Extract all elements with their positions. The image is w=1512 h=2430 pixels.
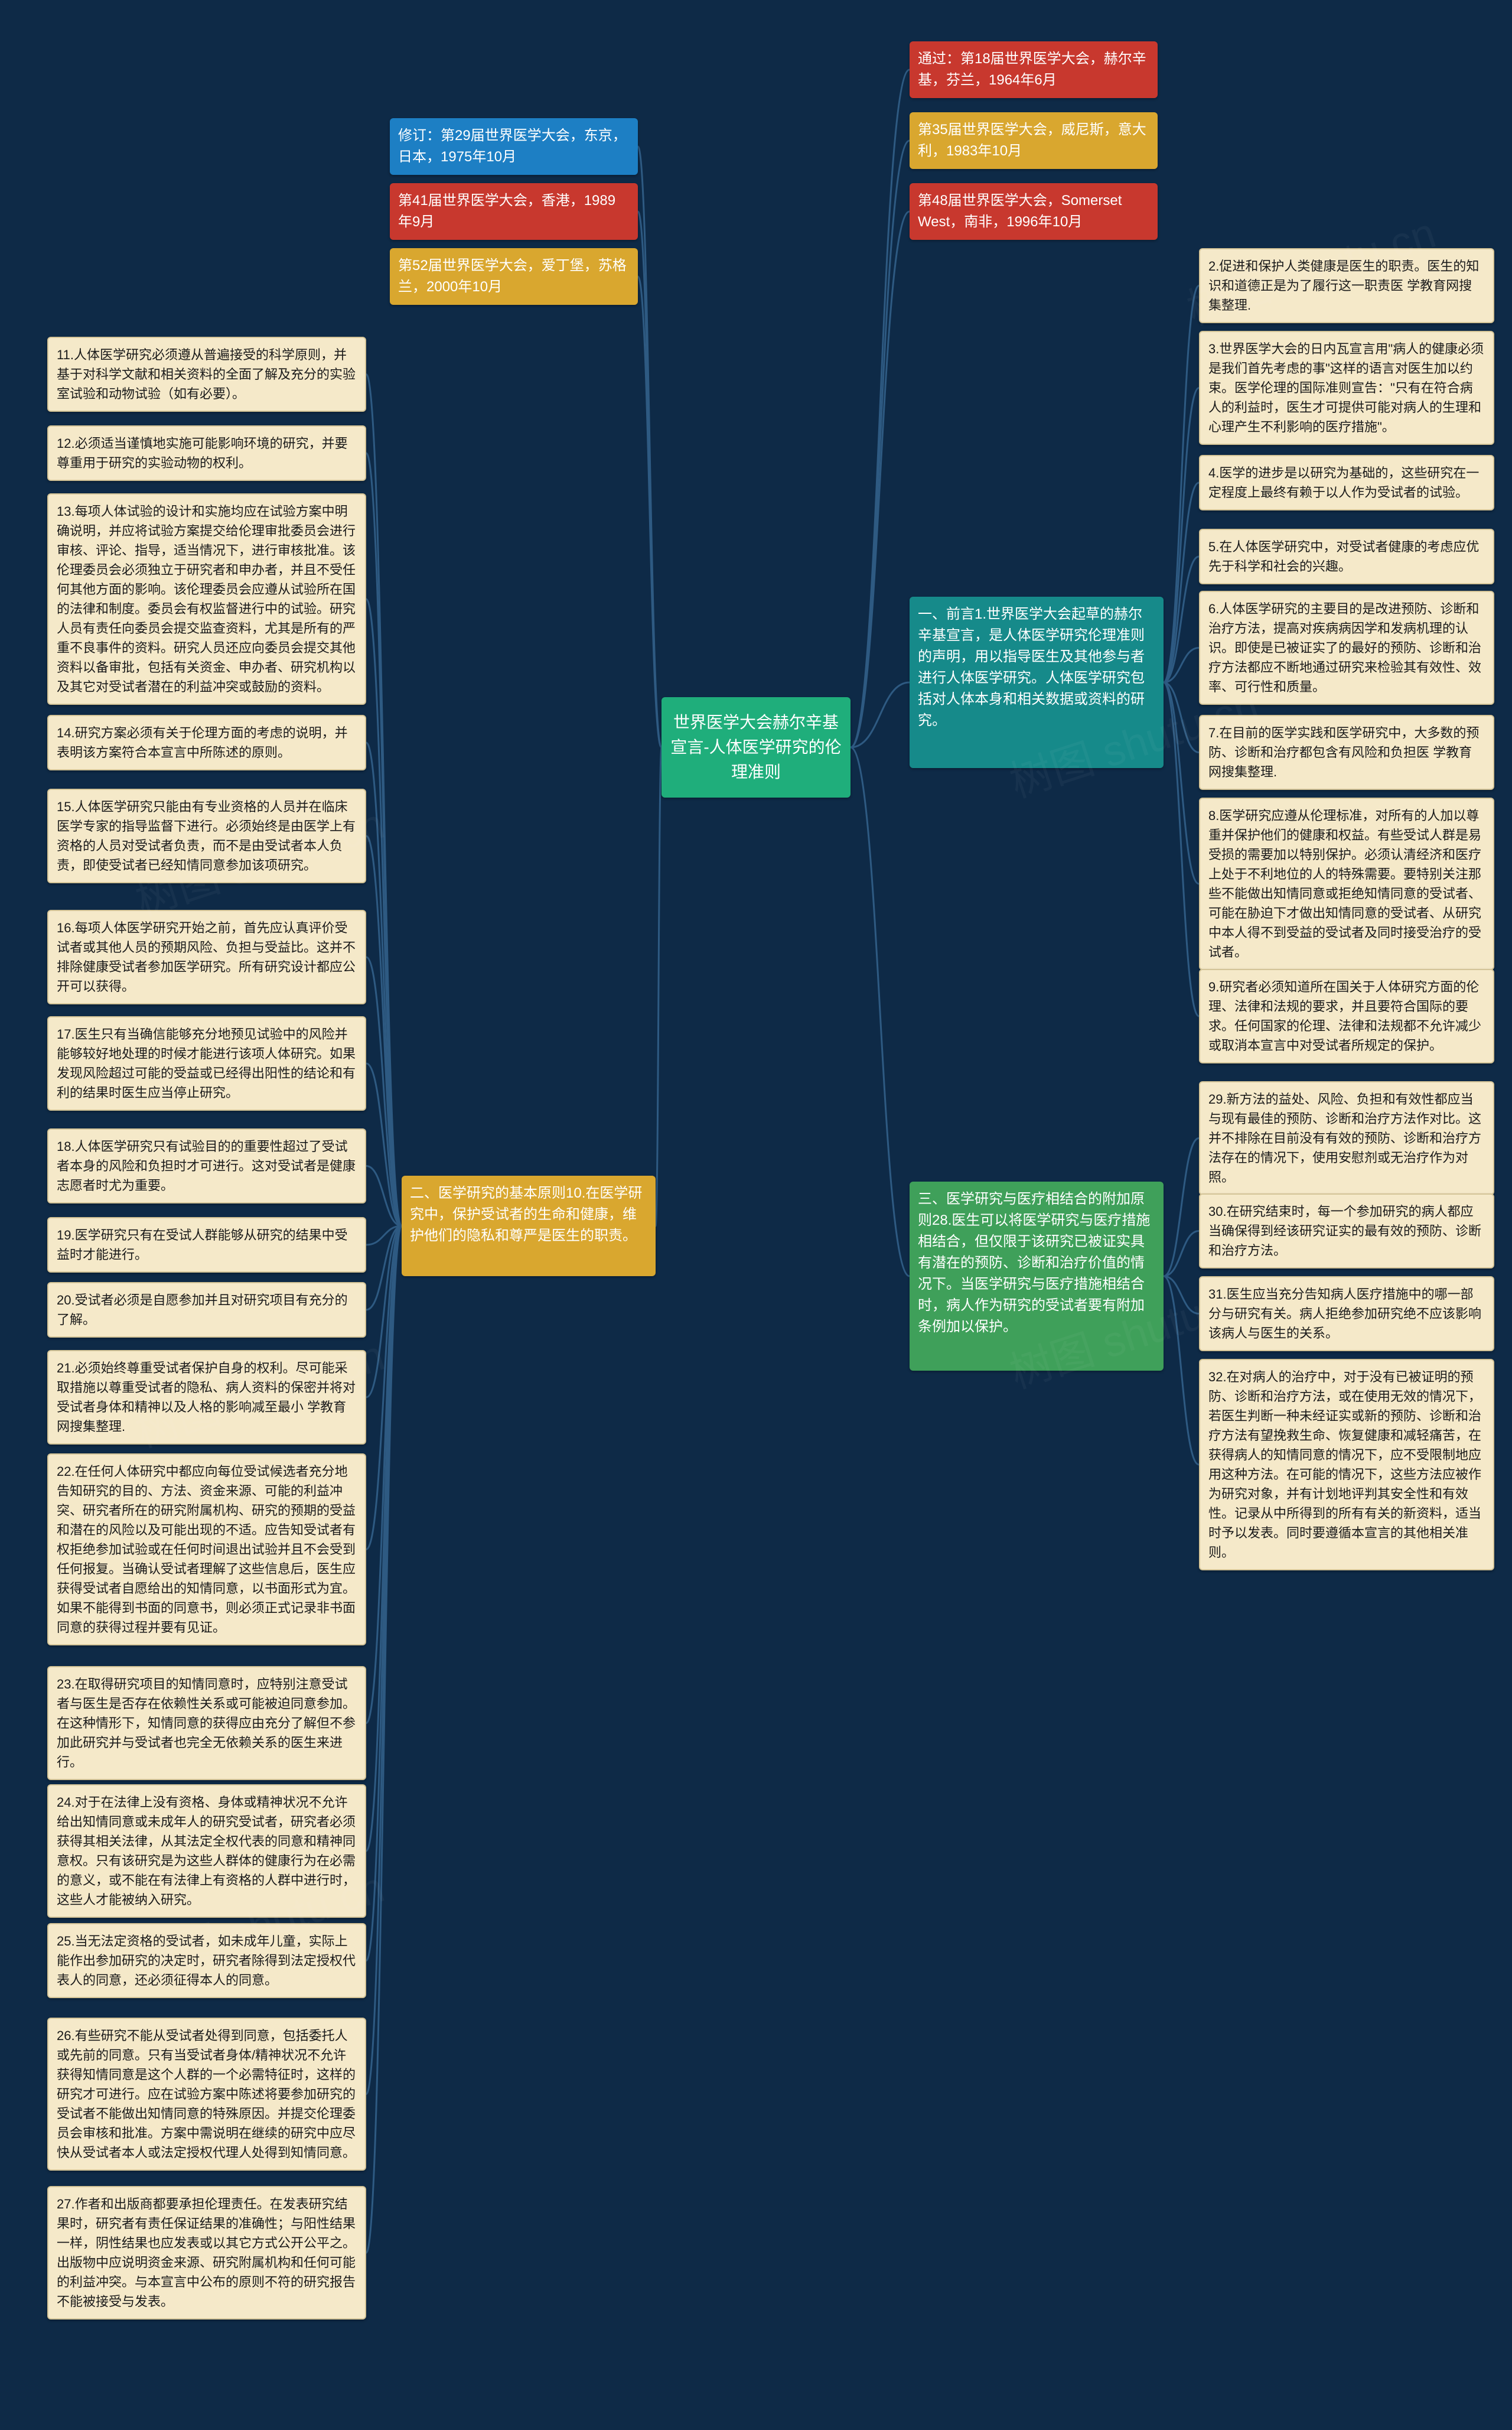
preface-leaf: 9.研究者必须知道所在国关于人体研究方面的伦理、法律和法规的要求，并且要符合国际… — [1199, 969, 1494, 1063]
section-basic-principles: 二、医学研究的基本原则10.在医学研究中，保护受试者的生命和健康，维护他们的隐私… — [402, 1176, 656, 1276]
principles-leaf: 23.在取得研究项目的知情同意时，应特别注意受试者与医生是否存在依赖性关系或可能… — [47, 1666, 366, 1780]
principles-leaf: 13.每项人体试验的设计和实施均应在试验方案中明确说明，并应将试验方案提交给伦理… — [47, 493, 366, 705]
section-combined: 三、医学研究与医疗相结合的附加原则28.医生可以将医学研究与医疗措施相结合，但仅… — [910, 1182, 1164, 1371]
principles-leaf: 20.受试者必须是自愿参加并且对研究项目有充分的了解。 — [47, 1282, 366, 1338]
principles-leaf: 27.作者和出版商都要承担伦理责任。在发表研究结果时，研究者有责任保证结果的准确… — [47, 2186, 366, 2320]
principles-leaf: 21.必须始终尊重受试者保护自身的权利。尽可能采取措施以尊重受试者的隐私、病人资… — [47, 1350, 366, 1445]
principles-leaf: 17.医生只有当确信能够充分地预见试验中的风险并能够较好地处理的时候才能进行该项… — [47, 1016, 366, 1111]
principles-leaf: 16.每项人体医学研究开始之前，首先应认真评价受试者或其他人员的预期风险、负担与… — [47, 910, 366, 1004]
combined-leaf: 32.在对病人的治疗中，对于没有已被证明的预防、诊断和治疗方法，或在使用无效的情… — [1199, 1359, 1494, 1570]
preface-leaf: 8.医学研究应遵从伦理标准，对所有的人加以尊重并保护他们的健康和权益。有些受试人… — [1199, 798, 1494, 970]
revision-header: 修订：第29届世界医学大会，东京，日本，1975年10月 — [390, 118, 638, 175]
revision-header: 第41届世界医学大会，香港，1989年9月 — [390, 183, 638, 240]
principles-leaf: 22.在任何人体研究中都应向每位受试候选者充分地告知研究的目的、方法、资金来源、… — [47, 1453, 366, 1645]
revision-header: 第35届世界医学大会，威尼斯，意大利，1983年10月 — [910, 112, 1158, 169]
revision-header: 第52届世界医学大会，爱丁堡，苏格兰，2000年10月 — [390, 248, 638, 305]
principles-leaf: 11.人体医学研究必须遵从普遍接受的科学原则，并基于对科学文献和相关资料的全面了… — [47, 337, 366, 412]
preface-leaf: 2.促进和保护人类健康是医生的职责。医生的知识和道德正是为了履行这一职责医 学教… — [1199, 248, 1494, 323]
revision-header: 第48届世界医学大会，Somerset West，南非，1996年10月 — [910, 183, 1158, 240]
preface-leaf: 4.医学的进步是以研究为基础的，这些研究在一定程度上最终有赖于以人作为受试者的试… — [1199, 455, 1494, 510]
revision-header: 通过：第18届世界医学大会，赫尔辛基，芬兰，1964年6月 — [910, 41, 1158, 98]
preface-leaf: 6.人体医学研究的主要目的是改进预防、诊断和治疗方法，提高对疾病病因学和发病机理… — [1199, 591, 1494, 705]
principles-leaf: 24.对于在法律上没有资格、身体或精神状况不允许给出知情同意或未成年人的研究受试… — [47, 1784, 366, 1918]
section-preface: 一、前言1.世界医学大会起草的赫尔辛基宣言，是人体医学研究伦理准则的声明，用以指… — [910, 597, 1164, 768]
preface-leaf: 7.在目前的医学实践和医学研究中，大多数的预防、诊断和治疗都包含有风险和负担医 … — [1199, 715, 1494, 790]
preface-leaf: 5.在人体医学研究中，对受试者健康的考虑应优先于科学和社会的兴趣。 — [1199, 529, 1494, 584]
root-node: 世界医学大会赫尔辛基宣言-人体医学研究的伦理准则 — [662, 697, 850, 798]
preface-leaf: 3.世界医学大会的日内瓦宣言用"病人的健康必须是我们首先考虑的事"这样的语言对医… — [1199, 331, 1494, 445]
combined-leaf: 29.新方法的益处、风险、负担和有效性都应当与现有最佳的预防、诊断和治疗方法作对… — [1199, 1081, 1494, 1195]
principles-leaf: 15.人体医学研究只能由有专业资格的人员并在临床医学专家的指导监督下进行。必须始… — [47, 789, 366, 883]
principles-leaf: 12.必须适当谨慎地实施可能影响环境的研究，并要尊重用于研究的实验动物的权利。 — [47, 425, 366, 481]
principles-leaf: 14.研究方案必须有关于伦理方面的考虑的说明，并表明该方案符合本宣言中所陈述的原… — [47, 715, 366, 770]
principles-leaf: 26.有些研究不能从受试者处得到同意，包括委托人或先前的同意。只有当受试者身体/… — [47, 2018, 366, 2171]
principles-leaf: 18.人体医学研究只有试验目的的重要性超过了受试者本身的风险和负担时才可进行。这… — [47, 1128, 366, 1203]
combined-leaf: 31.医生应当充分告知病人医疗措施中的哪一部分与研究有关。病人拒绝参加研究绝不应… — [1199, 1276, 1494, 1351]
principles-leaf: 19.医学研究只有在受试人群能够从研究的结果中受益时才能进行。 — [47, 1217, 366, 1273]
principles-leaf: 25.当无法定资格的受试者，如未成年儿童，实际上能作出参加研究的决定时，研究者除… — [47, 1923, 366, 1998]
combined-leaf: 30.在研究结束时，每一个参加研究的病人都应当确保得到经该研究证实的最有效的预防… — [1199, 1193, 1494, 1268]
